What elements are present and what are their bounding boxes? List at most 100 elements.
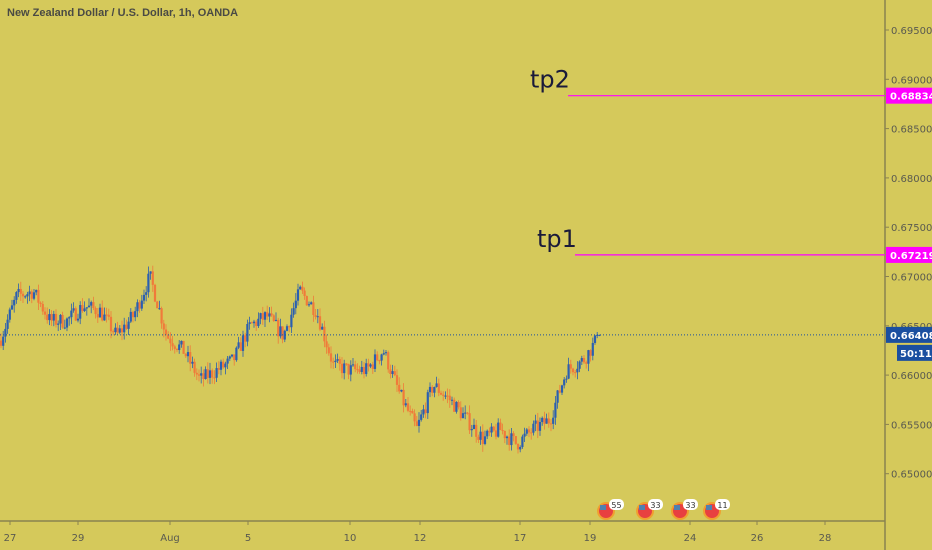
- candle-body: [224, 363, 227, 368]
- candle-body: [593, 335, 597, 343]
- candle-body: [450, 399, 454, 401]
- candle-body: [591, 342, 594, 356]
- candle-body: [272, 315, 275, 321]
- candle-body: [578, 361, 581, 369]
- tp1-price-badge: [886, 246, 932, 263]
- candle-body: [310, 302, 313, 305]
- candle-body: [178, 344, 181, 351]
- x-tick-label: 12: [414, 533, 427, 544]
- candle-body: [338, 359, 341, 364]
- candle-body: [228, 356, 231, 359]
- candle-body: [61, 314, 64, 328]
- candle-body: [358, 369, 361, 373]
- countdown-label: 50:11: [900, 349, 932, 360]
- candle-body: [0, 340, 3, 346]
- candle-body: [263, 312, 267, 320]
- y-tick-label: 0.66000: [891, 371, 932, 382]
- event-count: 33: [685, 501, 695, 510]
- candle-body: [563, 379, 566, 386]
- event-count-bubble: [648, 499, 663, 510]
- y-tick-label: 0.65500: [891, 420, 932, 431]
- candle-body: [382, 353, 385, 355]
- candle-body: [63, 327, 66, 329]
- candle-body: [589, 350, 592, 356]
- candle-body: [301, 286, 304, 291]
- candle-body: [345, 363, 348, 365]
- candle-body: [512, 433, 515, 437]
- candle-body: [65, 318, 69, 328]
- flag-canton: [600, 505, 606, 510]
- candle-body: [428, 386, 432, 393]
- candle-body: [340, 363, 344, 374]
- candle-body: [94, 308, 97, 315]
- candle-body: [98, 307, 102, 318]
- candle-body: [13, 299, 16, 306]
- candle-body: [567, 364, 570, 379]
- candle-body: [558, 390, 561, 393]
- candle-body: [191, 361, 194, 364]
- candle-body: [290, 314, 293, 328]
- candle-body: [72, 308, 75, 311]
- candle-body: [255, 321, 258, 327]
- candle-body: [312, 302, 315, 316]
- candle-body: [576, 368, 579, 373]
- candle-body: [211, 370, 214, 378]
- candle-body: [52, 313, 55, 321]
- candle-body: [24, 296, 27, 298]
- candle-body: [112, 331, 115, 333]
- candle-body: [2, 336, 5, 346]
- x-tick-label: 17: [514, 533, 527, 544]
- candle-body: [347, 363, 350, 375]
- candle-body: [129, 311, 132, 322]
- candle-body: [349, 365, 352, 375]
- candle-body: [530, 432, 533, 434]
- candle-body: [83, 308, 86, 312]
- event-count-bubble: [715, 499, 730, 510]
- candle-body: [54, 313, 58, 325]
- flag-canton: [706, 505, 712, 510]
- candle-body: [415, 421, 418, 426]
- candle-body: [285, 326, 289, 331]
- candle-body: [448, 395, 451, 401]
- tp1-price-label: 0.67219: [890, 251, 932, 262]
- tp1-label: tp1: [537, 225, 577, 253]
- candle-body: [437, 383, 440, 393]
- candle-body: [68, 317, 71, 319]
- candle-body: [153, 284, 157, 302]
- candle-body: [380, 354, 383, 361]
- candle-body: [472, 424, 476, 430]
- candle-body: [481, 431, 484, 444]
- candle-body: [279, 326, 282, 337]
- candle-body: [398, 384, 401, 392]
- candle-body: [303, 290, 306, 297]
- candle-body: [28, 291, 31, 295]
- candle-body: [283, 330, 286, 340]
- candle-body: [257, 318, 260, 327]
- candle-body: [582, 358, 586, 363]
- candle-body: [171, 343, 174, 347]
- candle-body: [252, 321, 256, 324]
- candle-body: [475, 424, 478, 437]
- candle-body: [499, 422, 502, 431]
- candle-body: [525, 429, 528, 434]
- candle-body: [299, 286, 302, 290]
- candle-body: [266, 312, 269, 317]
- x-tick-label: Aug: [160, 533, 180, 544]
- candle-body: [387, 352, 390, 370]
- candle-body: [140, 300, 143, 309]
- candle-body: [389, 369, 392, 375]
- candle-body: [134, 311, 137, 318]
- current-price-badge: [886, 326, 932, 343]
- candle-body: [197, 374, 201, 376]
- candle-body: [204, 369, 207, 379]
- candle-body: [200, 373, 203, 376]
- candle-body: [184, 353, 187, 357]
- candle-body: [235, 347, 238, 361]
- event-count-bubble: [609, 499, 624, 510]
- candle-body: [294, 300, 297, 309]
- candle-body: [406, 403, 410, 411]
- candle-body: [494, 430, 498, 437]
- candle-body: [373, 354, 377, 369]
- candle-body: [136, 302, 139, 312]
